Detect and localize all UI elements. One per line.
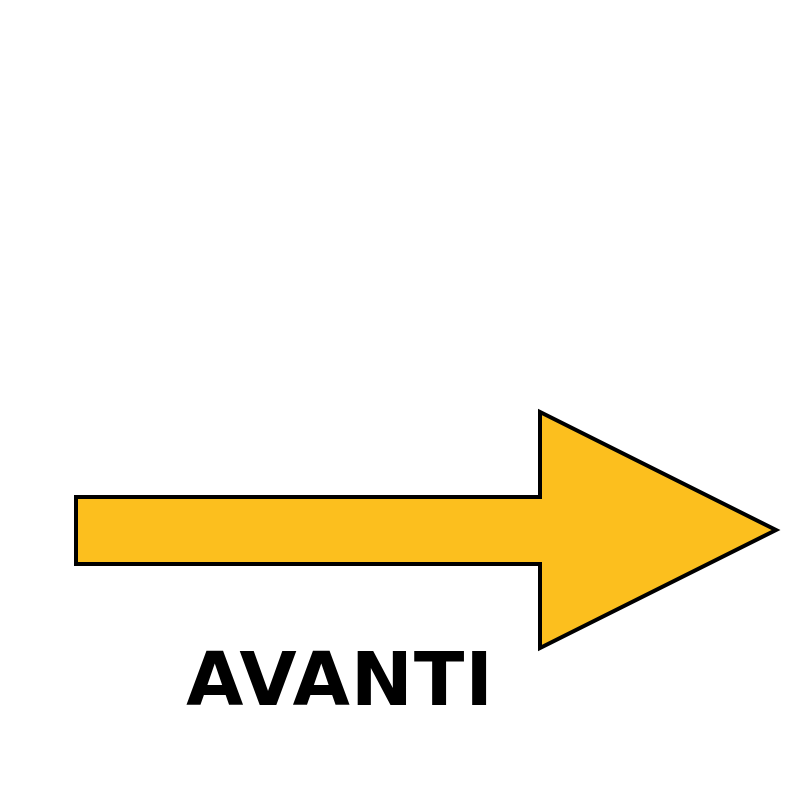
arrow-shape bbox=[74, 408, 781, 652]
sign-label: AVANTI bbox=[186, 637, 494, 723]
